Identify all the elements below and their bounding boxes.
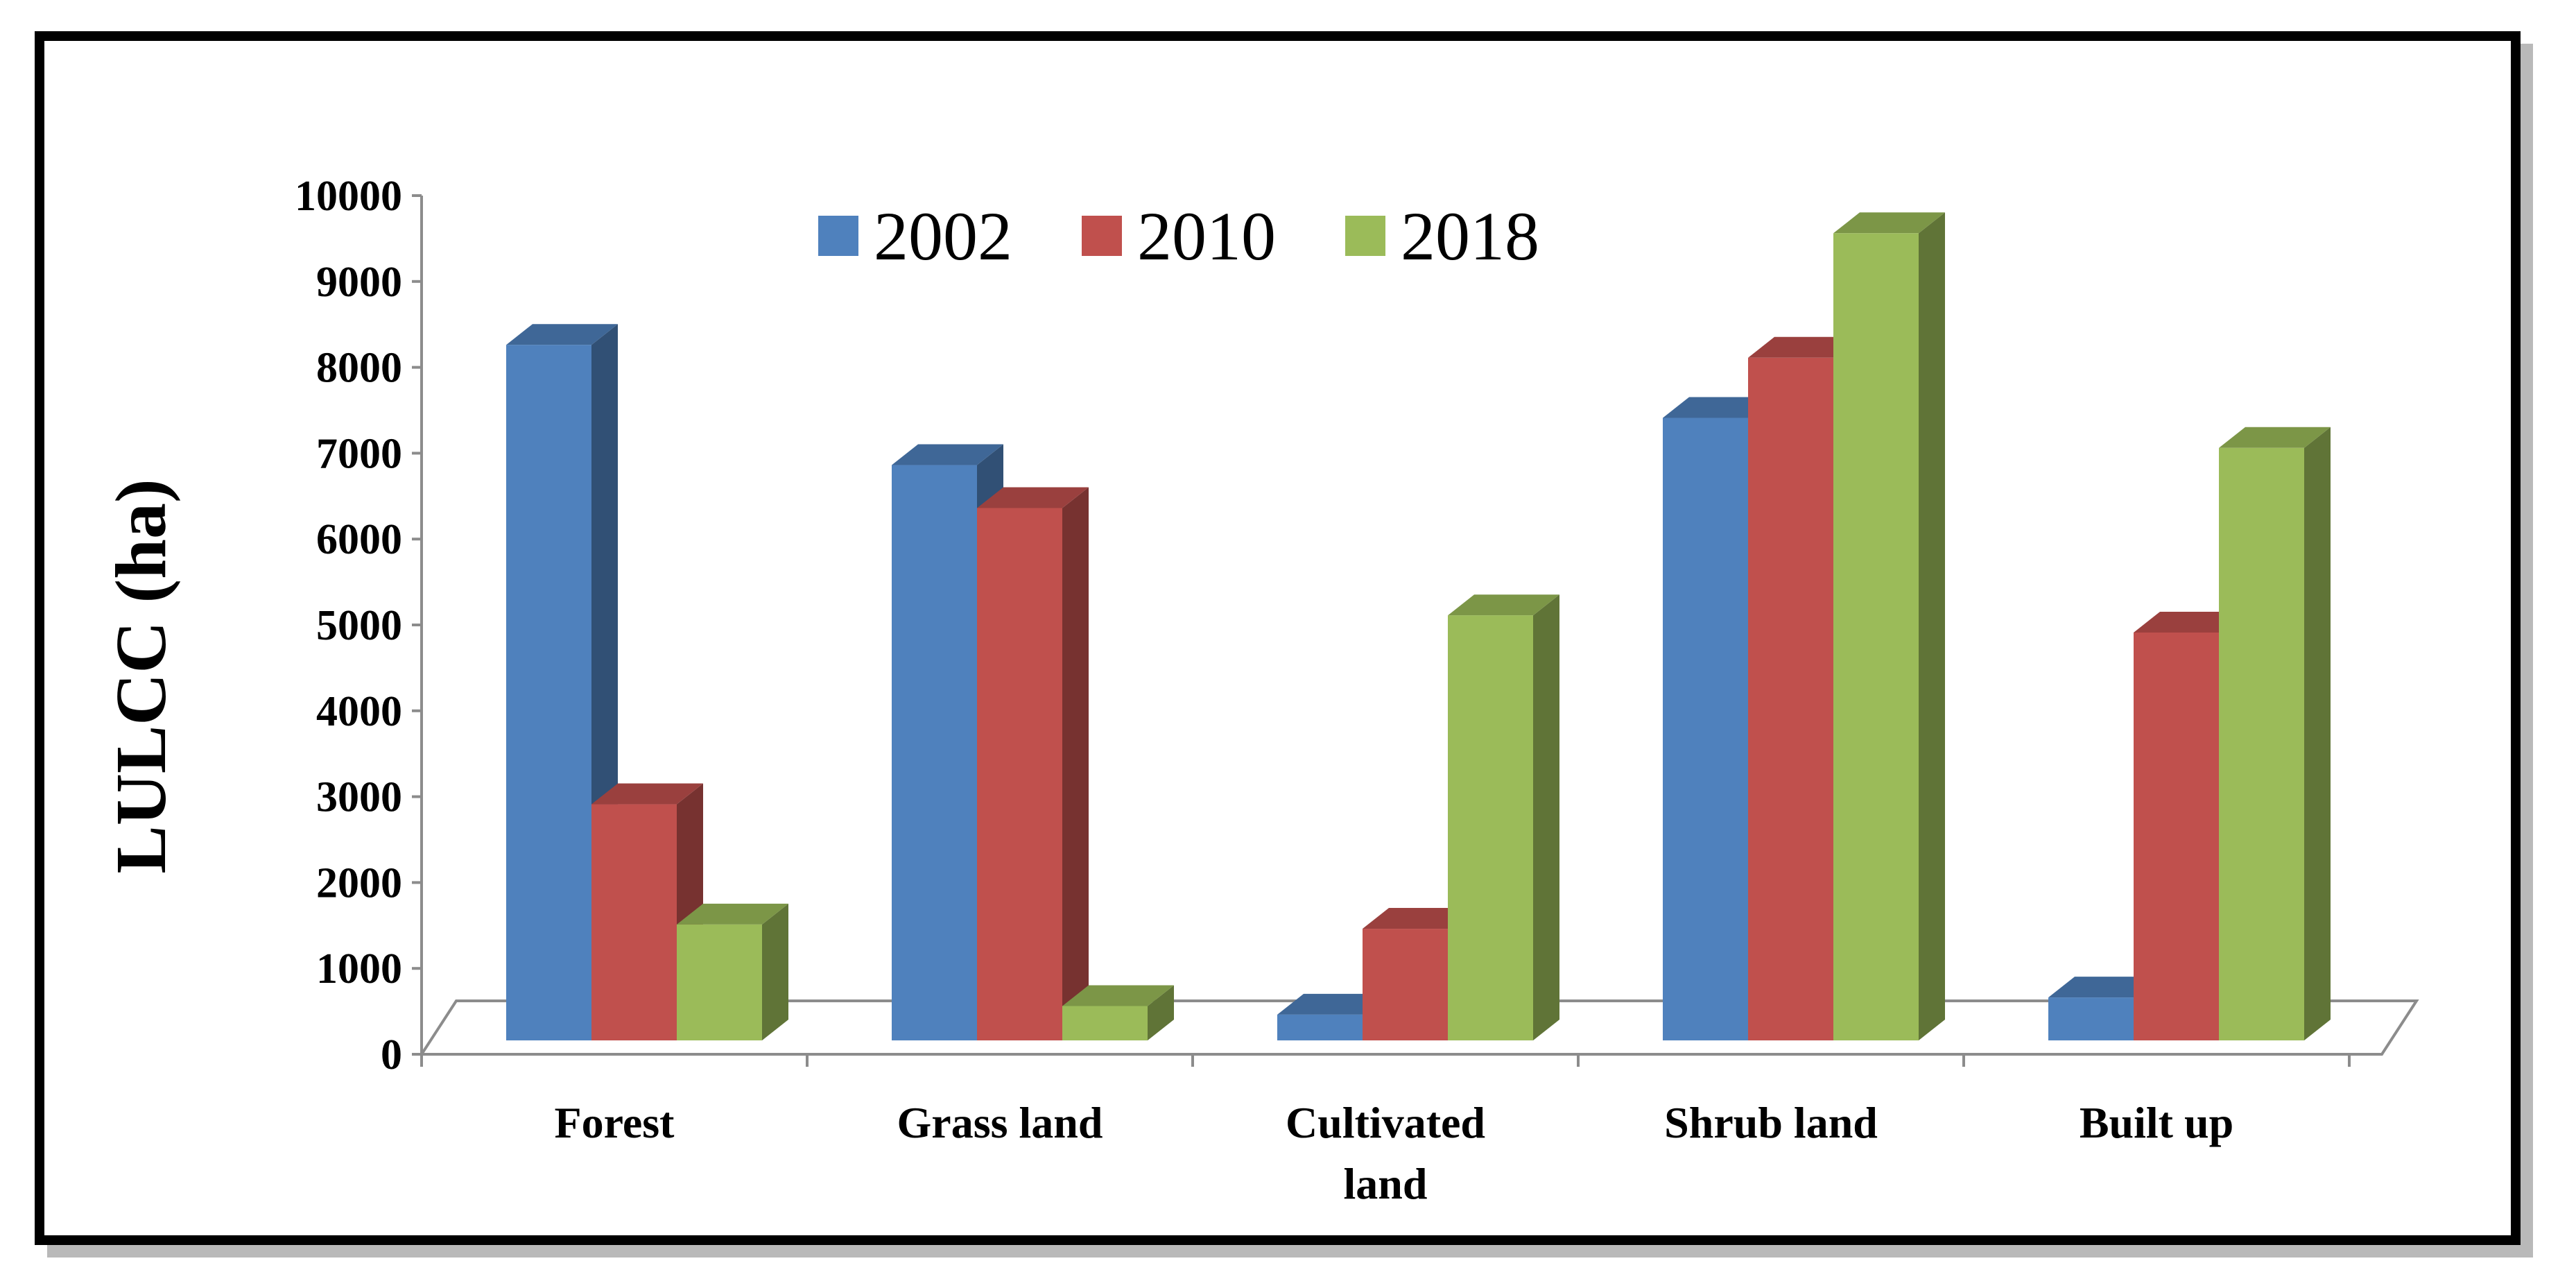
legend-label: 2002	[874, 198, 1012, 275]
bar-top	[591, 783, 703, 805]
bar-front	[1062, 1006, 1148, 1040]
bar-side	[2304, 427, 2331, 1040]
y-tick-label: 9000	[316, 259, 402, 306]
bar-front	[2048, 997, 2134, 1040]
bar-2002-built-up	[2048, 977, 2160, 1040]
legend-item-2018: 2018	[1345, 198, 1539, 275]
bar-side	[1148, 985, 1174, 1040]
bar-2010-grass-land	[977, 487, 1089, 1040]
legend-item-2010: 2010	[1082, 198, 1276, 275]
bar-front	[1748, 357, 1833, 1040]
y-tick-label: 4000	[316, 688, 402, 735]
bar-2018-built-up	[2219, 427, 2331, 1040]
bar-front	[1448, 615, 1533, 1040]
x-category-label: Cultivated	[1286, 1098, 1485, 1147]
bar-2018-grass-land	[1062, 985, 1174, 1040]
bar-side	[762, 903, 788, 1040]
bar-top	[1663, 397, 1774, 418]
legend-label: 2018	[1401, 198, 1539, 275]
bars	[506, 212, 2331, 1041]
y-tick-label: 7000	[316, 430, 402, 477]
bar-top	[1448, 594, 1559, 616]
bar-front	[892, 465, 977, 1040]
bar-2018-shrub-land	[1833, 212, 1945, 1040]
bar-top	[2219, 427, 2331, 448]
y-tick-label: 3000	[316, 774, 402, 821]
y-tick-label: 8000	[316, 345, 402, 392]
bar-front	[2134, 632, 2219, 1040]
bar-top	[2134, 611, 2245, 633]
bar-front	[591, 804, 677, 1040]
legend-swatch	[818, 216, 858, 256]
y-tick-label: 2000	[316, 859, 402, 907]
bar-top	[892, 444, 1003, 465]
x-category-label: Built up	[2080, 1098, 2233, 1147]
x-category-label: Grass land	[897, 1098, 1103, 1147]
bar-top	[977, 487, 1089, 508]
y-axis-title: LULCC (ha)	[101, 479, 181, 873]
bar-top	[1062, 985, 1174, 1006]
bar-front	[506, 345, 591, 1041]
legend-label: 2010	[1137, 198, 1276, 275]
bar-top	[1748, 336, 1860, 358]
bar-front	[1833, 233, 1919, 1040]
y-tick-label: 10000	[295, 173, 402, 220]
bar-front	[1363, 929, 1448, 1040]
bar-top	[1363, 908, 1474, 929]
x-category-label: Shrub land	[1664, 1098, 1878, 1147]
bar-top	[506, 324, 618, 345]
y-tick-label: 0	[381, 1031, 402, 1079]
bar-side	[1062, 487, 1089, 1040]
legend-swatch	[1082, 216, 1122, 256]
bar-top	[2048, 977, 2160, 998]
y-tick-label: 5000	[316, 602, 402, 649]
bar-side	[1533, 594, 1559, 1040]
y-tick-label: 1000	[316, 945, 402, 993]
bar-2018-forest	[677, 903, 788, 1040]
legend: 2002 2010 2018	[818, 198, 1539, 275]
x-category-label: land	[1344, 1159, 1428, 1208]
bar-top	[1833, 212, 1945, 234]
axes: 0 1000 2000 3000 4000 5000 6000 7000 8000 9000 100…	[295, 173, 2382, 1208]
bar-top	[1277, 993, 1389, 1015]
bar-side	[1919, 212, 1945, 1040]
bar-front	[2219, 447, 2304, 1040]
x-category-label: Forest	[555, 1098, 675, 1147]
y-tick-label: 6000	[316, 516, 402, 563]
bar-front	[1277, 1014, 1363, 1040]
bar-front	[677, 924, 762, 1040]
bar-front	[1663, 418, 1748, 1040]
legend-item-2002: 2002	[818, 198, 1012, 275]
bar-top	[677, 903, 788, 925]
legend-swatch	[1345, 216, 1385, 256]
bar-front	[977, 508, 1062, 1040]
bar-2018-cultivated-land	[1448, 594, 1559, 1040]
